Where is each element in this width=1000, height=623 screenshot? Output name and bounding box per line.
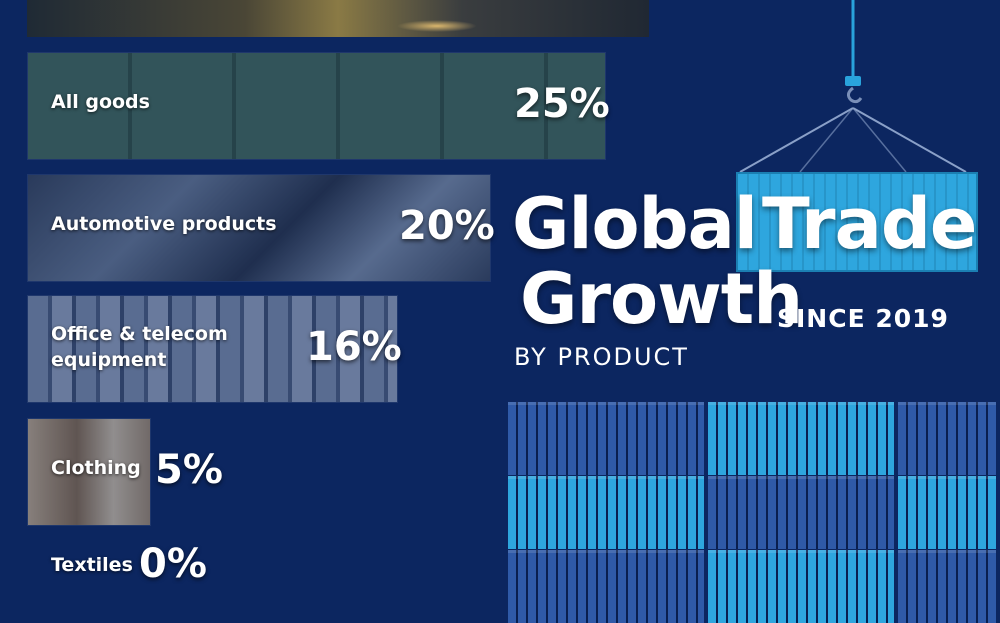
- hanging-container: [736, 172, 978, 272]
- title-growth: Growth: [520, 258, 803, 340]
- bar-value-label: 20%: [399, 203, 495, 249]
- shipping-containers-icon: [508, 402, 1000, 623]
- container-box: [508, 476, 704, 549]
- bar-tint-overlay: [28, 53, 605, 159]
- bar-value-label: 5%: [155, 447, 223, 493]
- container-box: [708, 402, 894, 475]
- container-box: [508, 550, 704, 623]
- bar-chart: All goods 25% Automotive products 20% Office…: [27, 52, 610, 587]
- container-box: [708, 550, 894, 623]
- byline: BY PRODUCT: [514, 343, 689, 371]
- bar-automotive-products: [27, 174, 491, 282]
- container-box: [898, 402, 996, 475]
- bar-value-label: 16%: [306, 324, 402, 370]
- bar-photo-texture: [28, 419, 150, 525]
- machinery-sparks-image: [397, 20, 477, 32]
- bar-label: All goods: [51, 91, 150, 113]
- top-partial-bar: [27, 0, 649, 37]
- bar-label: Textiles: [51, 554, 133, 576]
- bar-value-label: 25%: [514, 81, 610, 127]
- container-box: [708, 476, 894, 549]
- bar-label: Clothing: [51, 457, 141, 479]
- container-box: [898, 476, 996, 549]
- container-box: [898, 550, 996, 623]
- bar-photo-texture: [28, 296, 397, 402]
- bar-photo-texture: [28, 175, 490, 281]
- bar-tint-overlay: [28, 419, 150, 525]
- bar-label: Office & telecom equipment: [51, 323, 228, 371]
- title-trade: Trade: [762, 183, 977, 265]
- bar-tint-overlay: [28, 175, 490, 281]
- bar-all-goods: [27, 52, 606, 160]
- container-box: [508, 402, 704, 475]
- title-global: Global: [512, 183, 758, 265]
- bar-clothing: [27, 418, 151, 526]
- bar-tint-overlay: [28, 296, 397, 402]
- bar-label: Automotive products: [51, 213, 277, 235]
- bar-office-telecom-equipment: [27, 295, 398, 403]
- bar-photo-texture: [28, 53, 605, 159]
- subtitle-since: SINCE 2019: [777, 304, 949, 333]
- bar-value-label: 0%: [139, 541, 207, 587]
